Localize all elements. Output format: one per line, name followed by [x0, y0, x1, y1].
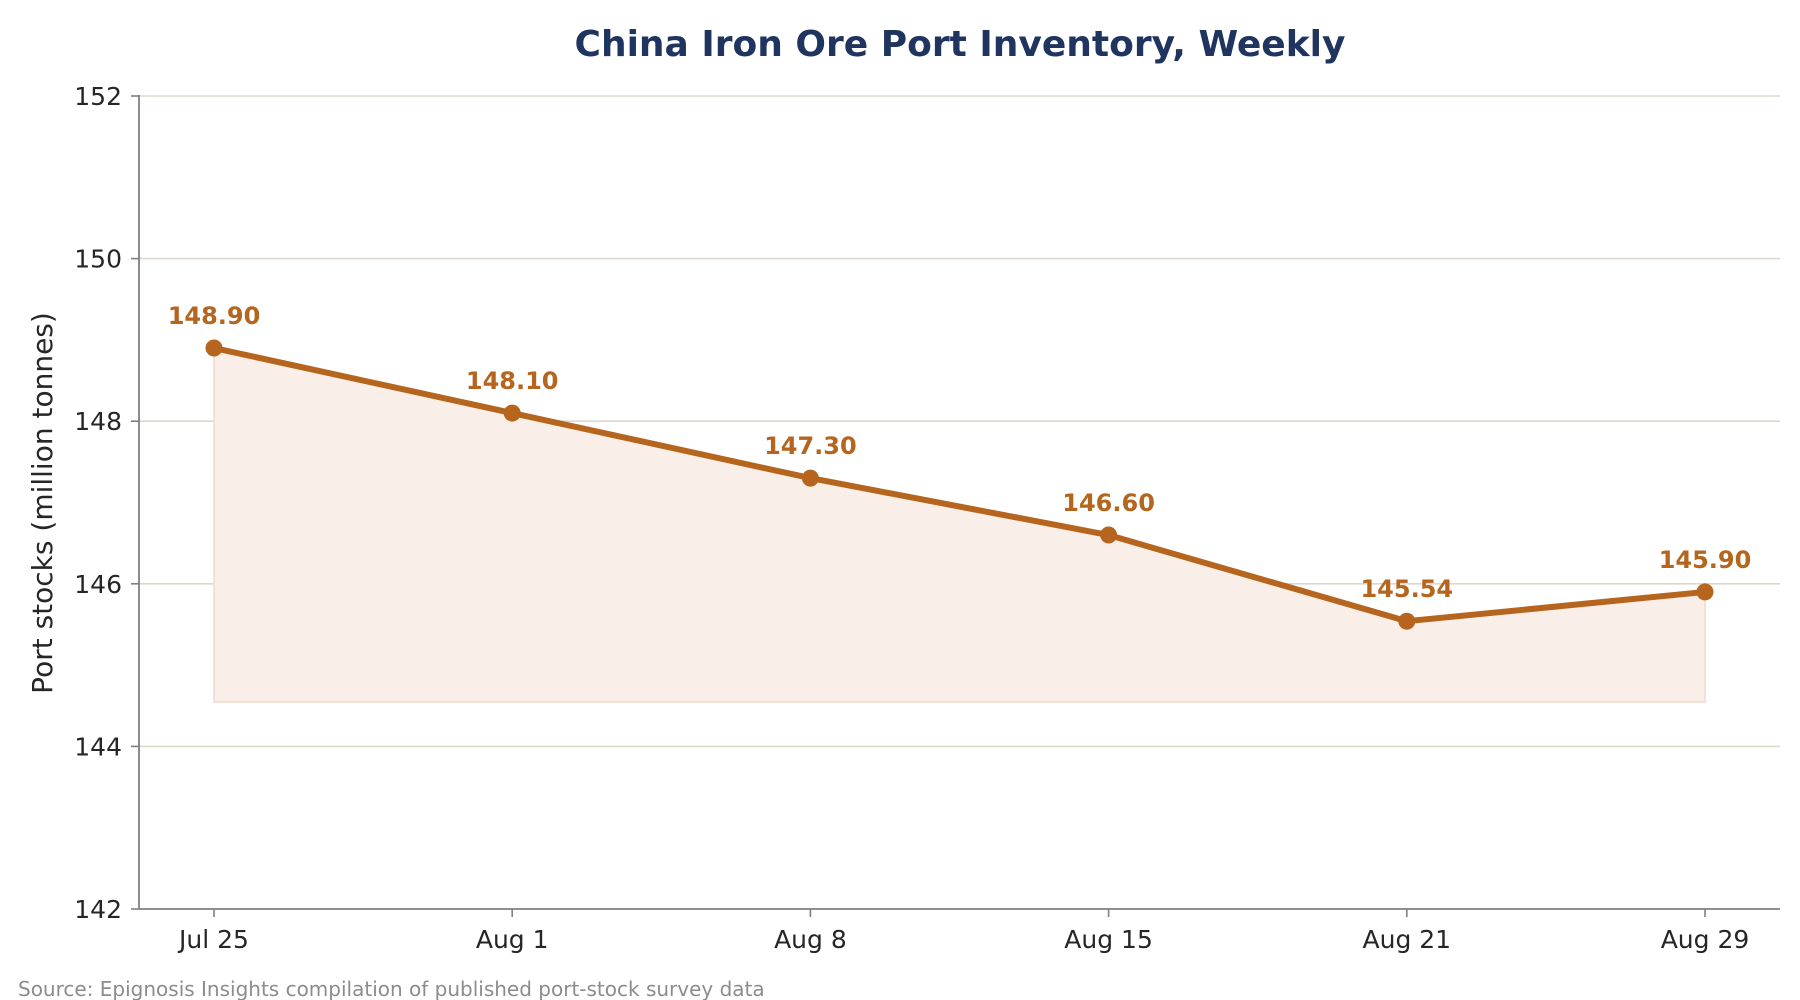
data-point: [503, 404, 521, 422]
y-tick-label: 144: [74, 732, 122, 761]
data-label: 145.90: [1659, 546, 1752, 574]
area-fill-layer: [213, 346, 1706, 703]
data-label: 146.60: [1062, 489, 1155, 517]
data-label: 147.30: [764, 432, 857, 460]
data-point: [1398, 612, 1416, 630]
data-label: 148.10: [466, 367, 559, 395]
y-tick-label: 146: [74, 570, 122, 599]
y-tick-label: 152: [74, 82, 122, 111]
data-point: [1100, 526, 1118, 544]
data-point: [801, 469, 819, 487]
x-tick-label: Aug 1: [476, 925, 549, 954]
source-note: Source: Epignosis Insights compilation o…: [18, 977, 765, 1000]
data-labels: 148.90 148.10 147.30 146.60 145.54 145.90: [168, 302, 1752, 603]
x-tick-labels: Jul 25 Aug 1 Aug 8 Aug 15 Aug 21 Aug 29: [177, 925, 1749, 954]
x-tick-label: Aug 8: [774, 925, 847, 954]
data-point: [1696, 583, 1714, 601]
x-tick-label: Aug 15: [1064, 925, 1153, 954]
x-tick-label: Jul 25: [177, 925, 249, 954]
data-points: [205, 339, 1714, 630]
data-point: [205, 339, 223, 357]
area-fill: [213, 346, 1706, 703]
data-label: 145.54: [1360, 575, 1453, 603]
y-tick-label: 148: [74, 407, 122, 436]
chart-title: China Iron Ore Port Inventory, Weekly: [575, 24, 1346, 65]
series-line: [211, 345, 1708, 625]
x-tick-label: Aug 21: [1363, 925, 1452, 954]
data-label: 148.90: [168, 302, 261, 330]
y-tick-label: 150: [74, 245, 122, 274]
y-tick-labels: 142 144 146 148 150 152: [74, 82, 122, 924]
axes: [131, 95, 1780, 917]
y-axis-label: Port stocks (million tonnes): [26, 312, 59, 694]
series-line-layer: [211, 345, 1708, 625]
y-tick-label: 142: [74, 895, 122, 924]
x-tick-label: Aug 29: [1661, 925, 1750, 954]
